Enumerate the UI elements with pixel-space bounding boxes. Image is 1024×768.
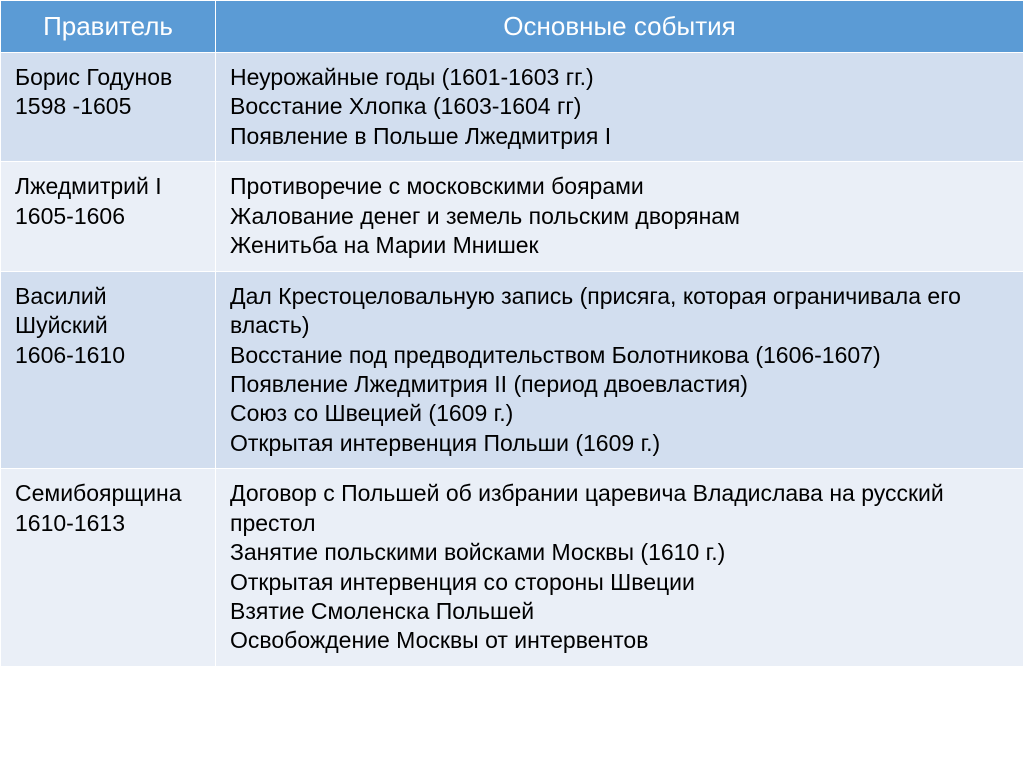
event-line: Открытая интервенция со стороны Швеции	[230, 568, 1009, 597]
ruler-cell: Семибоярщина 1610-1613	[1, 469, 216, 667]
ruler-cell: Лжедмитрий I 1605-1606	[1, 162, 216, 271]
ruler-line: 1598 -1605	[15, 92, 201, 121]
event-line: Противоречие с московскими боярами	[230, 172, 1009, 201]
event-line: Восстание под предводительством Болотник…	[230, 341, 1009, 370]
table-row: Василий Шуйский 1606-1610 Дал Крестоцело…	[1, 271, 1024, 469]
ruler-line: Борис Годунов	[15, 63, 201, 92]
event-line: Женитьба на Марии Мнишек	[230, 231, 1009, 260]
header-ruler: Правитель	[1, 1, 216, 53]
ruler-cell: Борис Годунов 1598 -1605	[1, 53, 216, 162]
ruler-line: Лжедмитрий I	[15, 172, 201, 201]
event-line: Открытая интервенция Польши (1609 г.)	[230, 429, 1009, 458]
ruler-line: Василий	[15, 282, 201, 311]
event-line: Занятие польскими войсками Москвы (1610 …	[230, 538, 1009, 567]
ruler-line: 1605-1606	[15, 202, 201, 231]
event-line: Договор с Польшей об избрании царевича В…	[230, 479, 1009, 538]
event-line: Появление в Польше Лжедмитрия I	[230, 122, 1009, 151]
events-cell: Противоречие с московскими боярами Жалов…	[216, 162, 1024, 271]
ruler-line: Семибоярщина	[15, 479, 201, 508]
event-line: Освобождение Москвы от интервентов	[230, 626, 1009, 655]
event-line: Дал Крестоцеловальную запись (присяга, к…	[230, 282, 1009, 341]
ruler-cell: Василий Шуйский 1606-1610	[1, 271, 216, 469]
event-line: Жалование денег и земель польским дворян…	[230, 202, 1009, 231]
table-row: Лжедмитрий I 1605-1606 Противоречие с мо…	[1, 162, 1024, 271]
events-cell: Договор с Польшей об избрании царевича В…	[216, 469, 1024, 667]
header-events: Основные события	[216, 1, 1024, 53]
event-line: Восстание Хлопка (1603-1604 гг)	[230, 92, 1009, 121]
table-header-row: Правитель Основные события	[1, 1, 1024, 53]
event-line: Взятие Смоленска Польшей	[230, 597, 1009, 626]
event-line: Союз со Швецией (1609 г.)	[230, 399, 1009, 428]
event-line: Неурожайные годы (1601-1603 гг.)	[230, 63, 1009, 92]
events-cell: Дал Крестоцеловальную запись (присяга, к…	[216, 271, 1024, 469]
ruler-line: Шуйский	[15, 311, 201, 340]
events-cell: Неурожайные годы (1601-1603 гг.) Восстан…	[216, 53, 1024, 162]
event-line: Появление Лжедмитрия II (период двоевлас…	[230, 370, 1009, 399]
ruler-line: 1610-1613	[15, 509, 201, 538]
table-row: Борис Годунов 1598 -1605 Неурожайные год…	[1, 53, 1024, 162]
rulers-table: Правитель Основные события Борис Годунов…	[0, 0, 1024, 667]
ruler-line: 1606-1610	[15, 341, 201, 370]
table-row: Семибоярщина 1610-1613 Договор с Польшей…	[1, 469, 1024, 667]
